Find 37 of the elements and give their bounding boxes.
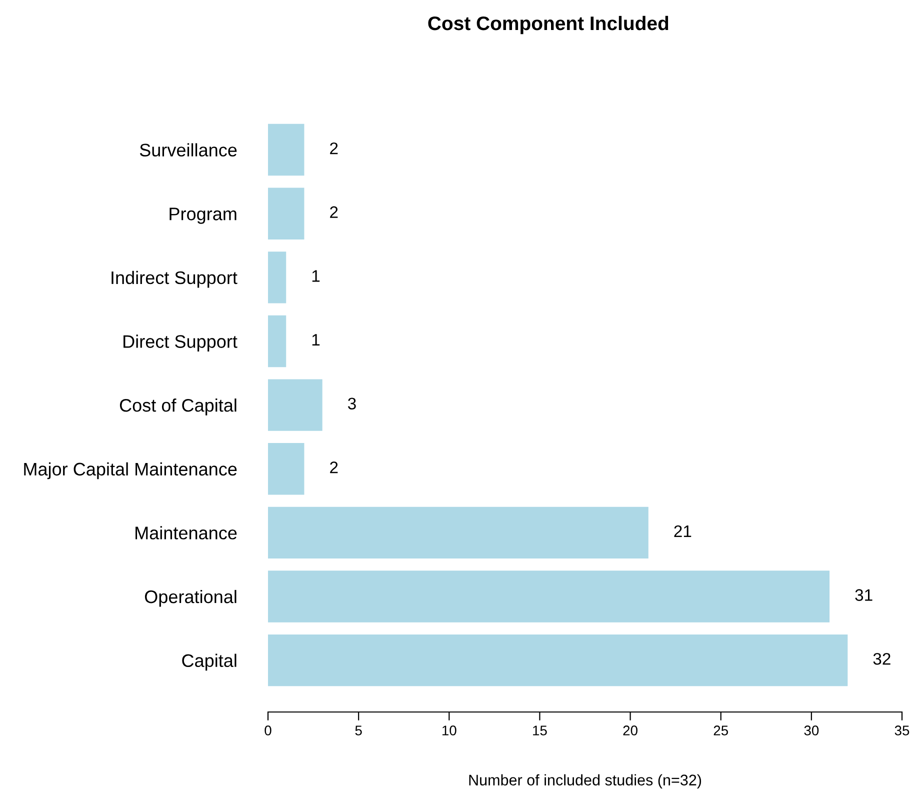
data-label: 32 (873, 652, 890, 665)
x-tick-label: 10 (442, 726, 456, 736)
data-label: 3 (348, 398, 356, 410)
bar (268, 443, 304, 495)
data-label: 2 (330, 142, 338, 154)
x-tick-label: 15 (533, 726, 547, 736)
bar (268, 379, 322, 431)
bar (268, 252, 286, 304)
bar (268, 634, 848, 686)
y-tick-label: Capital (182, 654, 236, 671)
bar (268, 315, 286, 368)
y-tick-label: Program (170, 208, 236, 224)
bar (268, 570, 830, 622)
y-tick-label: Surveillance (140, 143, 237, 156)
x-tick-label: 25 (714, 726, 728, 736)
chart-title: Cost Component Included (428, 16, 668, 34)
bar (268, 506, 648, 559)
x-tick-label: 30 (804, 726, 819, 736)
data-label: 31 (855, 589, 872, 601)
y-tick-label: Direct Support (124, 334, 238, 352)
y-tick-label: Indirect Support (112, 270, 238, 288)
x-tick-label: 5 (355, 726, 362, 736)
data-label: 1 (312, 334, 320, 346)
bar (268, 188, 304, 240)
data-label: 2 (330, 206, 338, 218)
y-tick-label: Operational (144, 590, 236, 607)
x-axis-title: Number of included studies (n=32) (469, 774, 702, 788)
x-tick-label: 35 (894, 726, 910, 736)
data-label: 1 (312, 270, 320, 282)
data-label: 2 (330, 462, 338, 474)
x-tick-label: 0 (264, 726, 272, 736)
x-tick-label: 20 (623, 726, 638, 736)
bar (268, 124, 304, 176)
data-label: 21 (674, 525, 692, 537)
y-tick-label: Cost of Capital (120, 398, 236, 416)
y-tick-label: Maintenance (136, 526, 237, 540)
y-tick-label: Major Capital Maintenance (24, 462, 237, 480)
